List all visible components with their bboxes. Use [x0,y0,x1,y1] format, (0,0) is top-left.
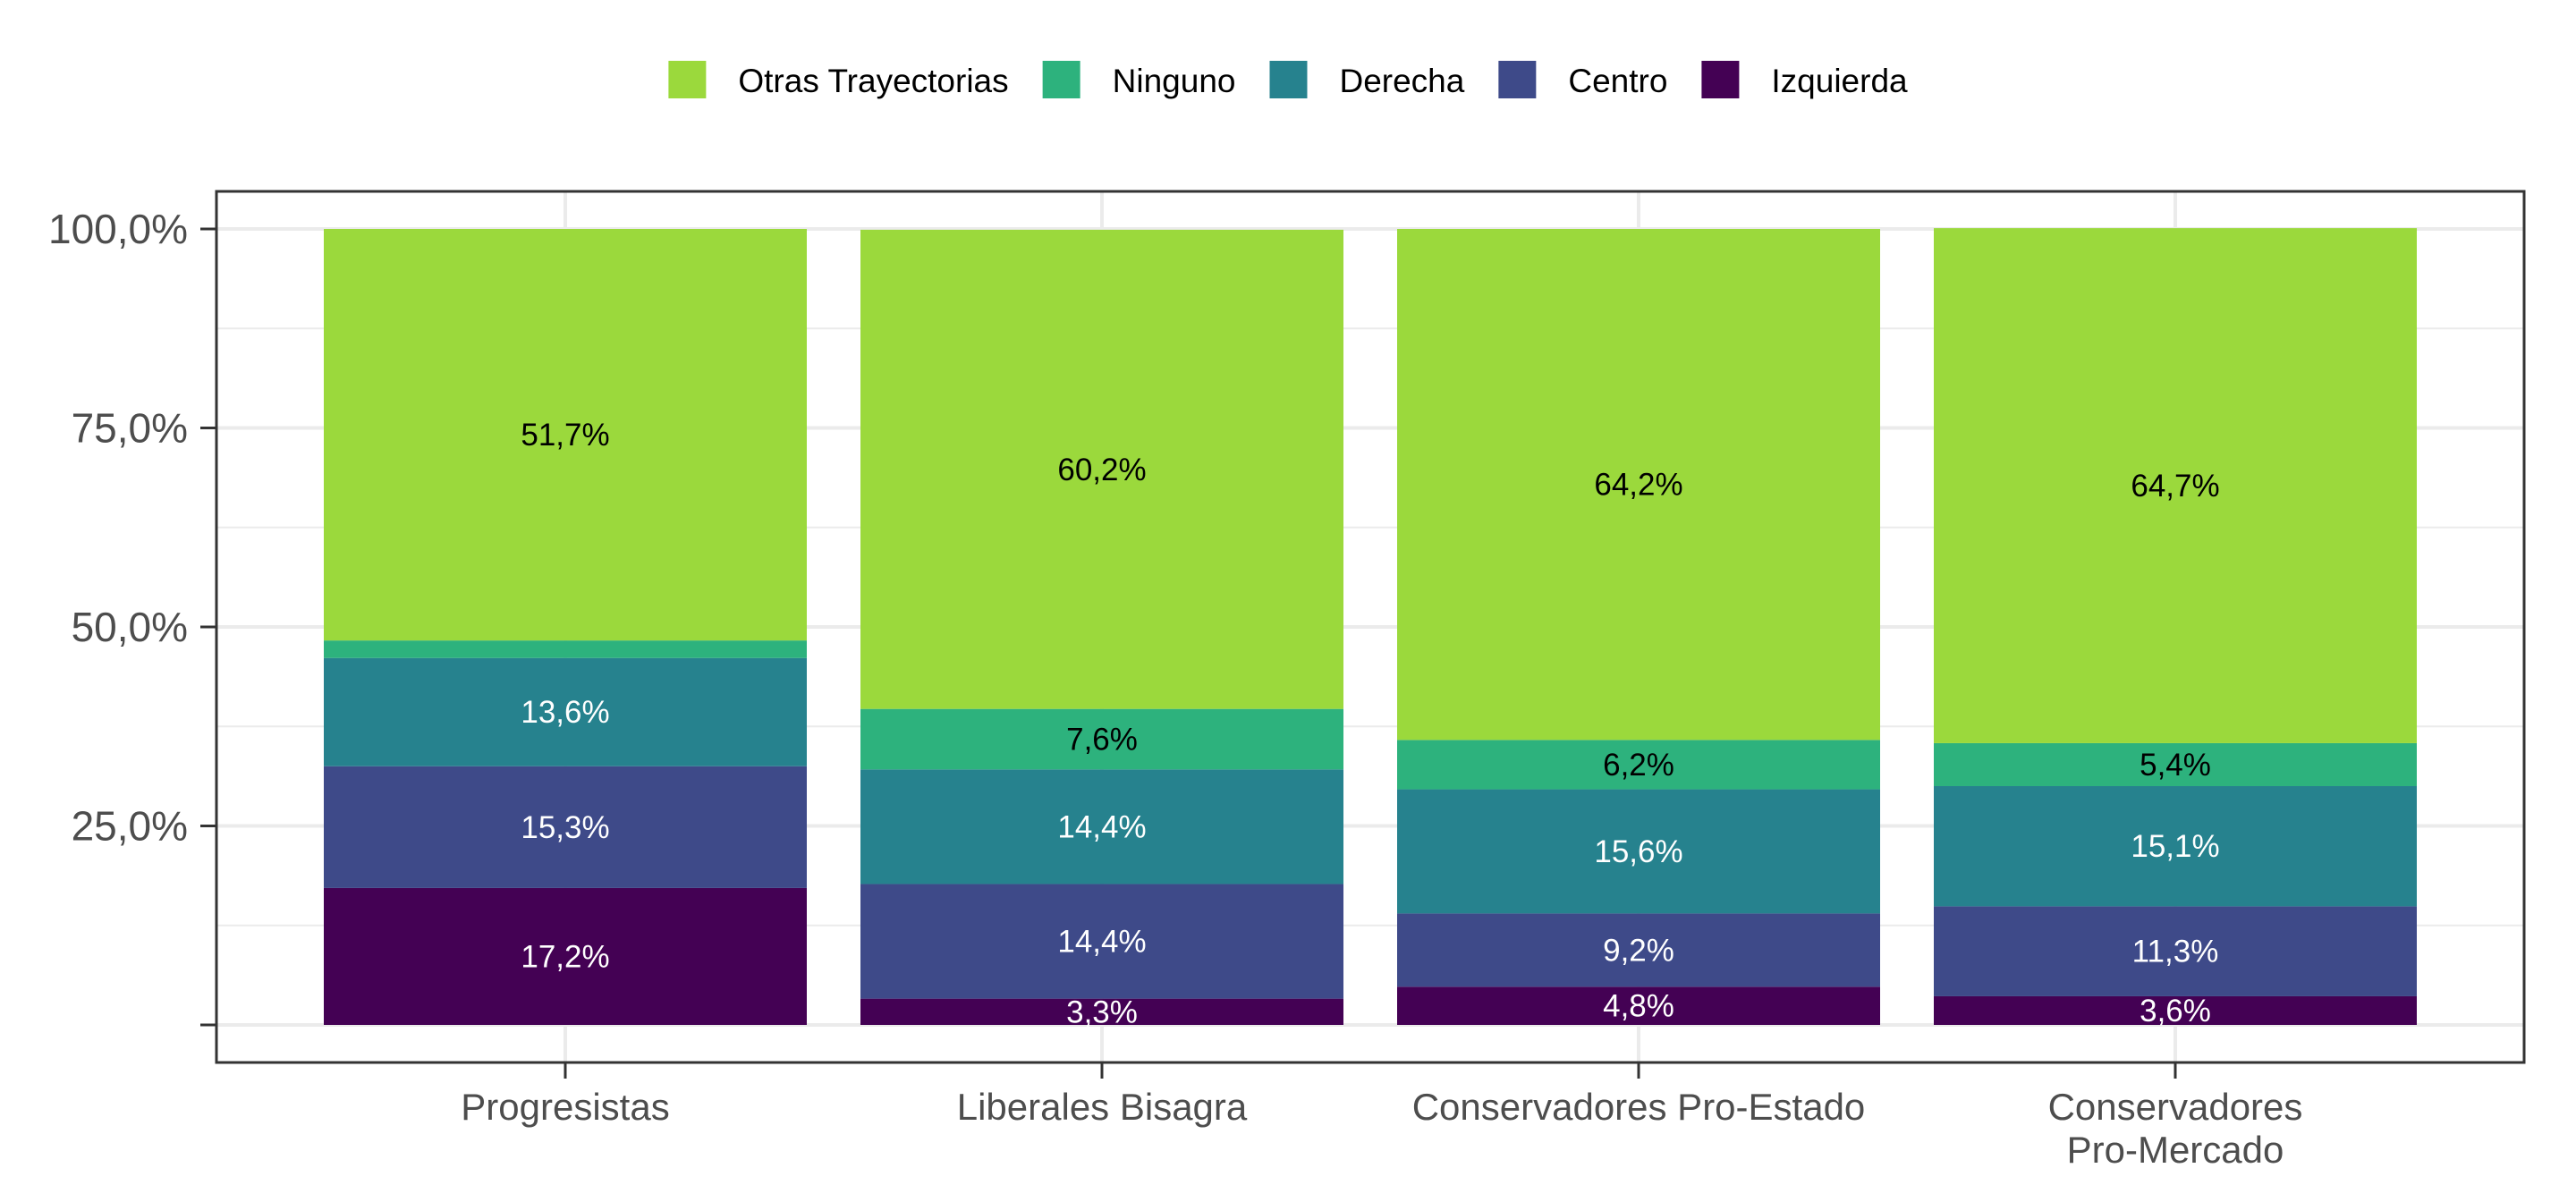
bar-segment [324,766,807,888]
legend-label: Izquierda [1771,63,1908,99]
x-axis: Progresistas Liberales Bisagra Conservador… [461,1062,2302,1171]
bar-segment [1397,229,1880,741]
legend: Otras Trayectorias Ninguno Derecha Centro Iz… [668,61,1908,99]
data-label: 17,2% [521,939,609,974]
bar-segment [1934,906,2417,996]
data-label: 64,7% [2131,469,2219,504]
x-tick-label: Liberales Bisagra [957,1086,1248,1128]
y-tick-label: 50,0% [72,604,188,650]
legend-key [1269,61,1308,98]
y-axis: 25,0% 50,0% 75,0% 100,0% [48,206,216,1027]
data-label: 64,2% [1594,468,1682,503]
bar-segment [1934,228,2417,743]
legend-key [1042,61,1080,98]
y-tick-label: 75,0% [72,405,188,452]
legend-key [668,61,707,98]
bar-segment [860,769,1343,885]
legend-label: Centro [1568,63,1667,99]
bar-segment [324,887,807,1025]
legend-key [1701,61,1740,98]
legend-label: Otras Trayectorias [738,63,1008,99]
bar-segment [1397,913,1880,987]
bar-segment [860,884,1343,999]
data-label: 14,4% [1057,925,1146,960]
bars [324,228,2417,1025]
data-label: 5,4% [2140,748,2211,783]
data-label: 3,6% [2140,994,2211,1028]
legend-label: Ninguno [1113,63,1236,99]
bar-segment [1934,742,2417,786]
y-tick-label: 100,0% [48,206,188,252]
bar-segment [860,229,1343,709]
bar-segment [324,640,807,658]
data-label: 51,7% [521,418,609,453]
data-label: 3,3% [1066,995,1138,1029]
data-label: 4,8% [1603,989,1674,1024]
legend-key [1498,61,1537,98]
bar-segment [1397,740,1880,790]
bar-segment [1934,786,2417,907]
bar-segment [324,229,807,641]
data-label: 7,6% [1066,722,1138,757]
data-label: 60,2% [1057,453,1146,487]
data-label: 6,2% [1603,748,1674,783]
bar-segment [324,657,807,766]
data-label: 9,2% [1603,933,1674,968]
bar-segment [1397,986,1880,1025]
data-label: 14,4% [1057,809,1146,844]
x-tick-label: Progresistas [461,1086,669,1128]
data-label: 15,3% [521,810,609,845]
data-label: 15,6% [1594,834,1682,869]
data-label: 13,6% [521,695,609,730]
x-tick-label: Conservadores Pro-Estado [1412,1086,1866,1128]
x-tick-label: Conservadores Pro-Mercado [2048,1086,2303,1171]
bar-segment [1934,995,2417,1025]
legend-label: Derecha [1339,63,1464,99]
y-tick-label: 25,0% [72,803,188,850]
bar-segment [860,998,1343,1025]
bar-segment [860,708,1343,770]
data-label: 15,1% [2131,829,2219,864]
data-labels: 17,2% 15,3% 13,6% 51,7% 3,3% 14,4% 14,4% 7,6% 60… [521,418,2219,1029]
bar-segment [1397,789,1880,914]
data-label: 11,3% [2132,935,2219,969]
